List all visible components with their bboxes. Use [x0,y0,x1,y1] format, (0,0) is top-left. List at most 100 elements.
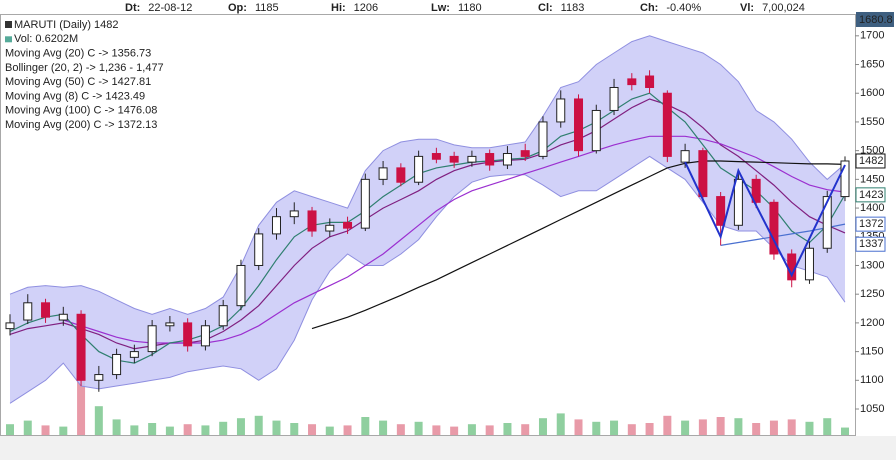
header-value: 1206 [354,2,378,14]
volume-bar [254,415,263,435]
legend-volume: Vol: 0.6202M [14,33,78,45]
volume-bar [698,419,707,435]
header-value: 22-08-12 [148,2,192,14]
y-tick-label: 1450 [860,173,884,185]
header-value: -0.40% [666,2,701,14]
candle-body [307,210,317,232]
candle-body [467,155,477,163]
candle-body [396,167,406,183]
volume-bar [574,419,583,435]
candle-body [520,150,530,157]
volume-bar [645,423,654,435]
volume-bar [290,423,299,435]
candle-body [431,153,441,160]
volume-bar [379,420,388,435]
candle-body [698,150,708,198]
header-label: Hi: [331,2,346,14]
volume-bar [201,425,210,435]
candle-body [751,178,761,203]
volume-bar [325,426,334,435]
header-item: Vl: 7,00,024 [740,2,805,14]
volume-bar [485,425,494,435]
candle-body [574,98,584,152]
y-tick-label: 1250 [860,288,884,300]
y-tick-label: 1150 [860,346,884,358]
candle-body [41,302,51,318]
header-item: Ch: -0.40% [640,2,701,14]
price-tag-box [855,187,886,203]
candle-body [627,78,637,86]
candle-body [485,153,495,166]
volume-bar [627,424,636,435]
volume-bar [467,424,476,435]
price-tag: 1372 [859,218,883,230]
candle-body [502,153,512,166]
volume-bar [716,417,725,435]
header-value: 7,00,024 [762,2,805,14]
candle-body [165,322,175,327]
y-tick-label: 1100 [860,374,884,386]
candle-body [289,210,299,218]
legend-entry: Moving Avg (50) C -> 1427.81 [5,76,151,88]
y-tick-label: 1300 [860,259,884,271]
volume-bar [592,421,601,435]
candle-body [343,221,353,229]
candle-body [556,98,566,123]
volume-bar [361,417,370,435]
candle-body [218,305,228,327]
header-label: Lw: [431,2,450,14]
price-tag-box [855,153,886,169]
y-tick-label: 1650 [860,58,884,70]
candle-body [680,150,690,163]
candle-body [804,247,814,281]
price-tag-box [855,216,886,232]
header-label: Ch: [640,2,658,14]
price-tag: 1482 [859,155,883,167]
volume-bar [94,406,103,435]
header-label: Cl: [538,2,553,14]
volume-bar [396,424,405,435]
volume-bar [521,424,530,435]
legend-entry: Moving Avg (200) C -> 1372.13 [5,119,157,131]
volume-bar [308,424,317,435]
candle-body [254,233,264,266]
plot [5,35,850,435]
volume-bar [414,421,423,435]
volume-bar [805,421,814,435]
header-label: Dt: [125,2,140,14]
candle-body [271,216,281,235]
candle-body [360,178,370,229]
candle-body [733,178,743,226]
volume-bar [823,418,832,435]
volume-bar [59,426,68,435]
header-item: Lw: 1180 [431,2,482,14]
volume-bar [787,419,796,435]
candle-body [378,167,388,180]
y-tick-label: 1600 [860,87,884,99]
legend-entry: Moving Avg (20) C -> 1356.73 [5,48,151,60]
candle-body [538,121,548,157]
cursor-price-box [856,12,894,27]
header-value: 1183 [561,2,585,14]
candle-body [5,322,15,330]
volume-bar [663,415,672,435]
candle-body [76,313,86,381]
price-tag: 1337 [859,238,883,250]
overlay: 1050110011501200125013001350140014501500… [5,2,896,436]
y-tick-label: 1550 [860,116,884,128]
candle-body [662,92,672,157]
volume-icon [5,36,12,43]
volume-bar [556,413,565,435]
y-tick-label: 1700 [860,30,884,42]
header-value: 1185 [255,2,279,14]
candle-body [112,353,122,376]
header-item: Hi: 1206 [331,2,378,14]
candle-body [591,109,601,152]
header-item: Cl: 1183 [538,2,584,14]
volume-bar [503,423,512,435]
volume-bar [77,379,86,435]
candle-body [414,155,424,183]
candle-body [94,374,104,381]
volume-bar [610,420,619,435]
